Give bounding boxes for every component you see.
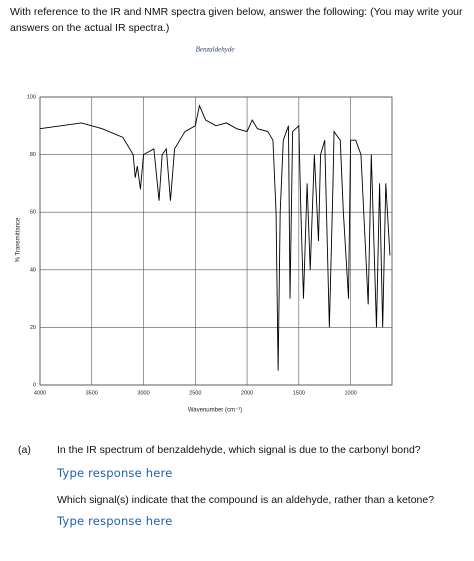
response-field[interactable]: Type response here: [57, 466, 173, 480]
y-tick-label: 20: [30, 325, 36, 331]
y-axis-label: % Transmittance: [16, 217, 22, 262]
y-tick-label: 80: [30, 152, 36, 158]
chart: Benzaldehyde Wavenumber (cm⁻¹) % Transmi…: [16, 46, 393, 414]
intro: With reference to the IR and NMR spectra…: [10, 6, 463, 34]
x-tick-label: 2000: [241, 390, 253, 396]
x-tick-label: 3000: [137, 390, 149, 396]
response-field[interactable]: Type response here: [57, 514, 173, 528]
question: In the IR spectrum of benzaldehyde, whic…: [57, 444, 421, 456]
x-tick-label: 4000: [34, 390, 46, 396]
question: Which signal(s) indicate that the compou…: [57, 494, 435, 506]
spectrum-line: [39, 104, 391, 371]
y-tick-label: 100: [27, 94, 36, 100]
x-tick-label: 3500: [86, 390, 98, 396]
x-axis-label: Wavenumber (cm⁻¹): [188, 408, 242, 414]
y-tick-label: 40: [30, 267, 36, 273]
y-tick-label: 0: [33, 382, 36, 388]
y-tick-label: 60: [30, 210, 36, 216]
x-tick-label: 1000: [344, 390, 356, 396]
chart-title: Benzaldehyde: [196, 46, 235, 54]
question-label: (a): [18, 444, 31, 456]
x-tick-label: 2500: [189, 390, 201, 396]
plot-frame: [39, 96, 393, 386]
x-tick-label: 1500: [293, 390, 305, 396]
